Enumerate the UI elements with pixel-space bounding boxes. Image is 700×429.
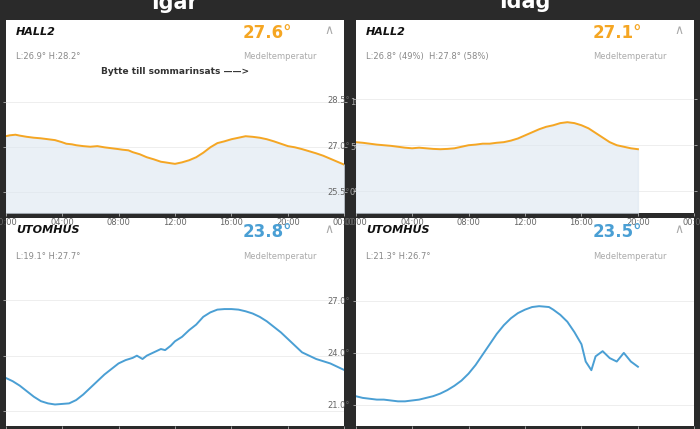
Text: Medeltemperatur: Medeltemperatur <box>593 252 666 261</box>
Text: ∧: ∧ <box>674 223 683 236</box>
Text: UTOMHUS: UTOMHUS <box>16 225 79 236</box>
Text: Igår: Igår <box>152 0 198 13</box>
Text: Medeltemperatur: Medeltemperatur <box>243 51 316 60</box>
Text: 27.6°: 27.6° <box>243 24 293 42</box>
Text: Idag: Idag <box>499 0 551 12</box>
Text: ∧: ∧ <box>324 24 333 37</box>
Text: 23.8°: 23.8° <box>243 223 293 241</box>
Text: L:26.8° (49%)  H:27.8° (58%): L:26.8° (49%) H:27.8° (58%) <box>366 51 489 60</box>
Text: L:26.9° H:28.2°: L:26.9° H:28.2° <box>16 51 80 60</box>
Text: Medeltemperatur: Medeltemperatur <box>243 252 316 261</box>
Text: Medeltemperatur: Medeltemperatur <box>593 51 666 60</box>
Text: 23.5°: 23.5° <box>593 223 643 241</box>
Text: ∧: ∧ <box>674 24 683 37</box>
Text: HALL2: HALL2 <box>366 27 405 37</box>
Text: L:19.1° H:27.7°: L:19.1° H:27.7° <box>16 252 80 261</box>
Text: UTOMHUS: UTOMHUS <box>366 225 429 236</box>
Text: HALL2: HALL2 <box>16 27 55 37</box>
Text: 27.1°: 27.1° <box>593 24 643 42</box>
Text: L:21.3° H:26.7°: L:21.3° H:26.7° <box>366 252 430 261</box>
Text: Bytte till sommarinsats ——>: Bytte till sommarinsats ——> <box>101 67 249 76</box>
Text: ∧: ∧ <box>324 223 333 236</box>
